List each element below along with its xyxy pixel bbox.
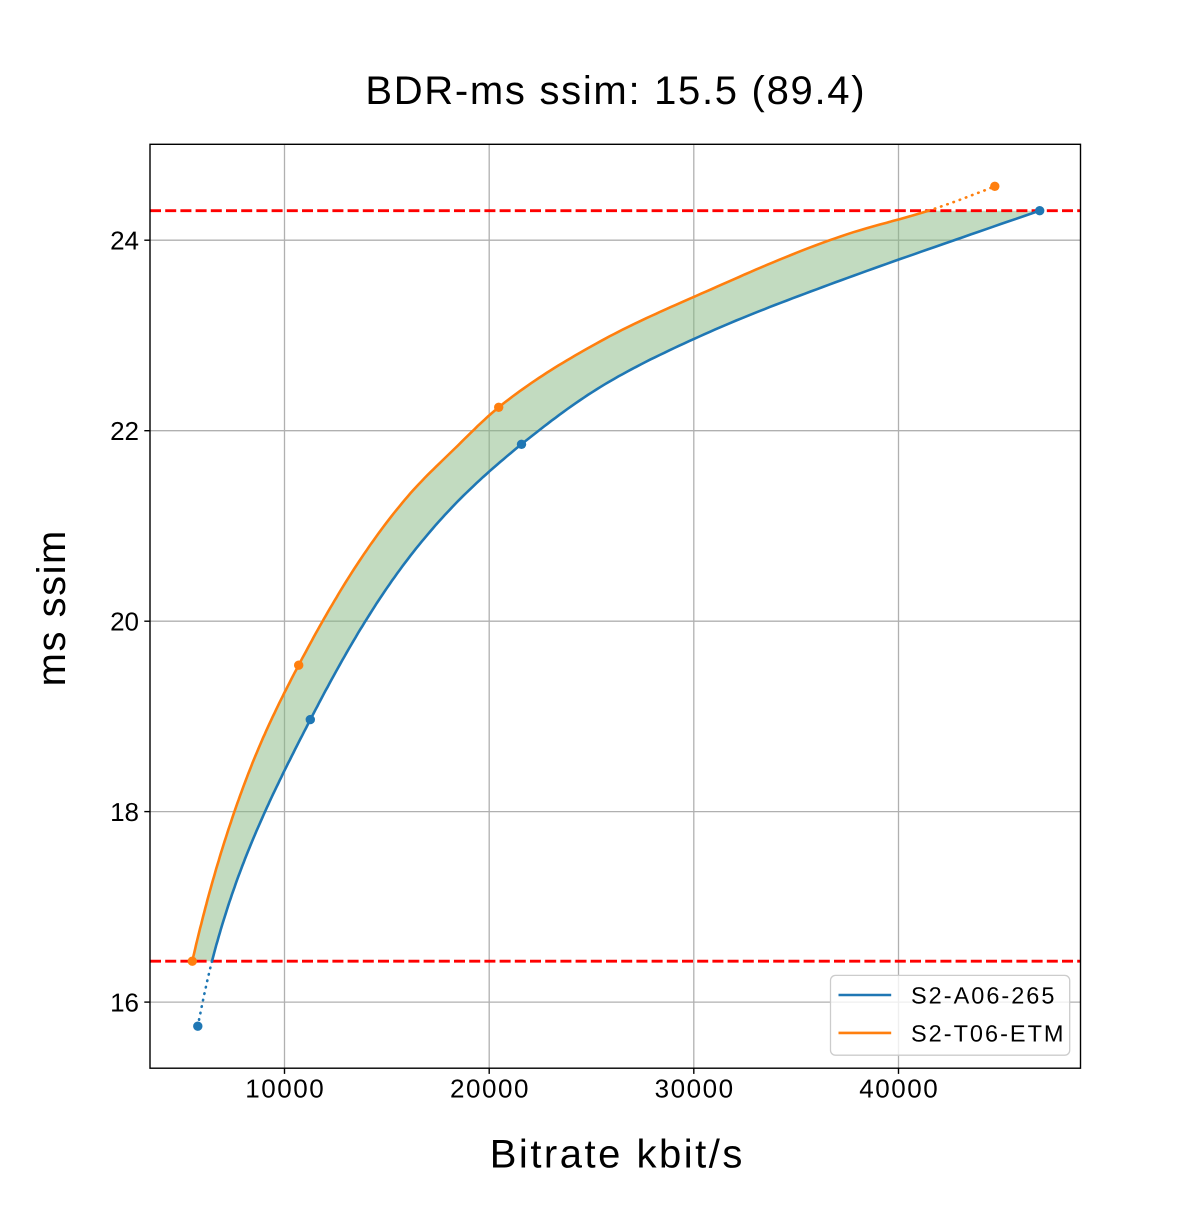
svg-text:S2-T06-ETM: S2-T06-ETM [911,1020,1066,1046]
svg-text:20000: 20000 [450,1073,530,1103]
svg-text:30000: 30000 [655,1073,735,1103]
svg-text:20: 20 [110,607,139,637]
svg-text:10000: 10000 [245,1073,325,1103]
svg-text:18: 18 [110,797,139,827]
svg-text:Bitrate kbit/s: Bitrate kbit/s [490,1132,745,1176]
svg-text:ms ssim: ms ssim [30,529,74,686]
svg-text:40000: 40000 [859,1073,939,1103]
svg-text:16: 16 [110,987,139,1017]
svg-text:22: 22 [110,416,139,446]
svg-text:24: 24 [110,226,139,256]
svg-text:S2-A06-265: S2-A06-265 [911,982,1056,1008]
svg-text:BDR-ms ssim: 15.5 (89.4): BDR-ms ssim: 15.5 (89.4) [365,69,866,113]
